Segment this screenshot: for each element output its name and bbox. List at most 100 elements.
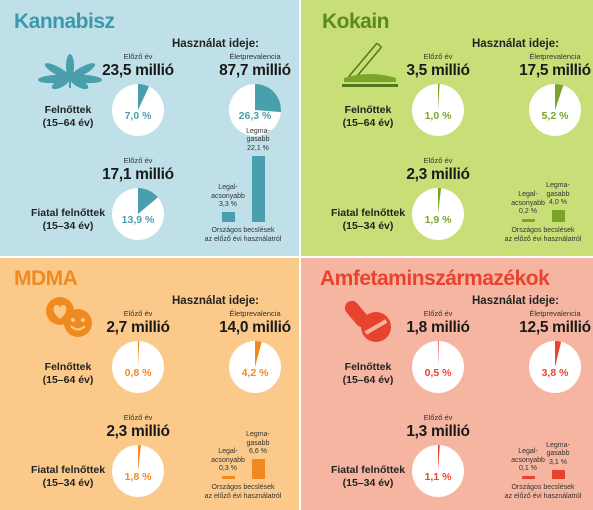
kokain-young-last-year-pie [412, 188, 464, 240]
kokain-range-low-label: Legal-acsonyabb 0,2 % [511, 191, 545, 217]
kokain-adults-last-year-count: 3,5 millió [406, 62, 470, 79]
kannabisz-young-row-label-line1: Fiatal felnőttek [30, 207, 106, 219]
kokain-young-row-label-line2: (15–34 év) [342, 220, 394, 232]
kannabisz-adults-row-label-line1: Felnőttek [44, 104, 92, 116]
mdma-young-row-label-line2: (15–34 év) [42, 477, 94, 489]
amfetamin-panel: Amfetaminszármazékok Használat ideje: Elő… [300, 257, 593, 510]
kannabisz-young-row-label-line2: (15–34 év) [42, 220, 94, 232]
mdma-range-low-bar [221, 476, 235, 479]
mdma-young-last-year-count: 2,3 millió [106, 423, 170, 440]
mdma-adults-last-year-label: Előző év [123, 309, 153, 318]
heart-smiley-pills-icon [46, 297, 92, 337]
kokain-range-high-l1: Legma- [546, 182, 570, 189]
kannabisz-young-last-year-count: 17,1 millió [102, 166, 174, 183]
kokain-adults-last-year-pct: 1,0 % [424, 110, 452, 122]
mdma-range-low-val: 0,3 % [219, 465, 237, 472]
kokain-adults-lifetime-pie-slice [555, 84, 564, 110]
amfetamin-adults-lifetime-pie-slice [555, 341, 562, 367]
kannabisz-range-note: Országos becslések az előző évi használat… [205, 227, 282, 244]
kokain-adults-row-label: Felnőttek (15–64 év) [343, 104, 394, 130]
mdma-young-last-year-pie-slice [138, 445, 141, 471]
kokain-young-last-year-label: Előző év [423, 156, 453, 165]
mdma-range-low-l1: Legal- [218, 448, 238, 455]
kannabisz-young-last-year-pct: 13,9 % [121, 214, 155, 226]
kokain-adults-lifetime-pie [529, 84, 581, 136]
kannabisz-range-low-l1: Legal- [218, 184, 238, 192]
kannabisz-adults-lifetime-count: 87,7 millió [219, 62, 291, 79]
amfetamin-note-l2: az előző évi használatról [504, 492, 582, 500]
mdma-range-high-bar [251, 459, 265, 479]
amfetamin-adults-lifetime-count: 12,5 millió [519, 319, 591, 336]
mdma-adults-row-label: Felnőttek (15–64 év) [43, 361, 94, 387]
amfetamin-usage-heading: Használat ideje: [472, 295, 559, 307]
amfetamin-title: Amfetaminszármazékok [320, 267, 550, 290]
kannabisz-note-l2: az előző évi használatról [204, 235, 282, 243]
kannabisz-title: Kannabisz [14, 10, 115, 33]
horizontal-divider [0, 256, 593, 258]
kannabisz-adults-last-year-pie-slice [138, 84, 150, 110]
amfetamin-range-high-val: 3,1 % [549, 458, 567, 466]
mdma-young-last-year-pct: 1,8 % [124, 471, 152, 483]
kannabisz-adults-lifetime-pct: 26,3 % [238, 110, 272, 122]
kannabisz-young-last-year-pie [112, 188, 164, 240]
amfetamin-range-high-l1: Legma- [546, 441, 570, 449]
kannabisz-range-low-label: Legal-acsonyabb 3,3 % [211, 184, 245, 210]
amfetamin-range-low-label: Legal-acsonyabb 0,1 % [511, 448, 545, 474]
kokain-range-low-l2: acsonyabb [511, 199, 545, 207]
kokain-young-last-year-count: 2,3 millió [406, 166, 470, 183]
mdma-title: MDMA [14, 267, 78, 290]
kokain-range-high-label: Legma-gasabb 4,0 % [546, 182, 570, 208]
kannabisz-range-high-val: 22,1 % [247, 144, 269, 152]
kokain-range-high-val: 4,0 % [549, 199, 567, 206]
kokain-note-l2: az előző évi használatról [504, 235, 582, 243]
kokain-adults-last-year-pie [412, 84, 464, 136]
kokain-note-l1: Országos becslések [511, 227, 575, 234]
amfetamin-young-last-year-label: Előző év [423, 413, 453, 422]
kokain-range-note: Országos becslések az előző évi használat… [505, 227, 582, 244]
mdma-adults-lifetime-pie [229, 341, 281, 393]
kannabisz-adults-last-year-pie [112, 84, 164, 136]
amfetamin-young-row-label-line2: (15–34 év) [342, 477, 394, 489]
kannabisz-young-row-label: Fiatal felnőttek (15–34 év) [31, 207, 105, 233]
mdma-adults-row-label-line2: (15–64 év) [42, 374, 94, 386]
kannabisz-young-last-year-label: Előző év [123, 156, 153, 165]
kannabisz-panel: Kannabisz Használat ideje: Előző év Életpre… [0, 0, 300, 257]
mdma-adults-lifetime-label: Életprevalencia [229, 309, 281, 318]
mdma-range-low-label: Legal-acsonyabb 0,3 % [211, 448, 245, 474]
amfetamin-adults-last-year-pie [412, 341, 464, 393]
kannabisz-range-high-l2: gasabb [246, 136, 270, 144]
kokain-adults-lifetime-count: 17,5 millió [519, 62, 591, 79]
amfetamin-young-row-label: Fiatal felnőttek (15–34 év) [331, 464, 405, 490]
amfetamin-young-row-label-line1: Fiatal felnőttek [330, 464, 406, 476]
kokain-panel: Kokain Használat ideje: Előző év Életpreva… [300, 0, 593, 257]
mdma-range-note: Országos becslések az előző évi használat… [205, 484, 282, 501]
amfetamin-young-last-year-pie-slice [438, 445, 440, 471]
mdma-range-high-l1: Legma- [246, 431, 270, 439]
mdma-young-row-label: Fiatal felnőttek (15–34 év) [31, 464, 105, 490]
amfetamin-range-high-l2: gasabb [546, 450, 570, 458]
kannabisz-adults-lifetime-label: Életprevalencia [229, 52, 281, 61]
amfetamin-range-high-bar [551, 469, 565, 479]
mdma-adults-last-year-pie-slice [138, 341, 140, 367]
amfetamin-adults-last-year-pie-slice [438, 341, 439, 367]
kokain-range-low-bar [521, 219, 535, 222]
kokain-usage-heading: Használat ideje: [472, 38, 559, 50]
kannabisz-range-high-bar [251, 155, 265, 222]
kokain-range-high-l2: gasabb [546, 190, 570, 198]
mdma-panel: MDMA Használat ideje: Előző év Életprevale… [0, 257, 300, 510]
kokain-adults-row-label-line1: Felnőttek [344, 104, 392, 116]
kannabisz-adults-lifetime-pie [229, 84, 281, 136]
mdma-range-high-l2: gasabb [246, 439, 270, 447]
amfetamin-range-low-bar [521, 476, 535, 479]
kannabisz-note-l1: Országos becslések [211, 227, 275, 234]
mdma-note-l1: Országos becslések [211, 484, 275, 491]
kokain-young-row-label-line1: Fiatal felnőttek [330, 207, 406, 219]
amfetamin-adults-row-label-line1: Felnőttek [344, 361, 392, 373]
kannabisz-range-low-l2: acsonyabb [211, 192, 245, 200]
kokain-young-last-year-pct: 1,9 % [424, 214, 452, 226]
mdma-adults-row-label-line1: Felnőttek [44, 361, 92, 373]
mdma-range-low-l2: acsonyabb [211, 456, 245, 464]
mdma-adults-lifetime-pie-slice [255, 341, 262, 367]
mdma-adults-lifetime-pct: 4,2 % [241, 367, 269, 379]
amfetamin-adults-last-year-count: 1,8 millió [406, 319, 470, 336]
